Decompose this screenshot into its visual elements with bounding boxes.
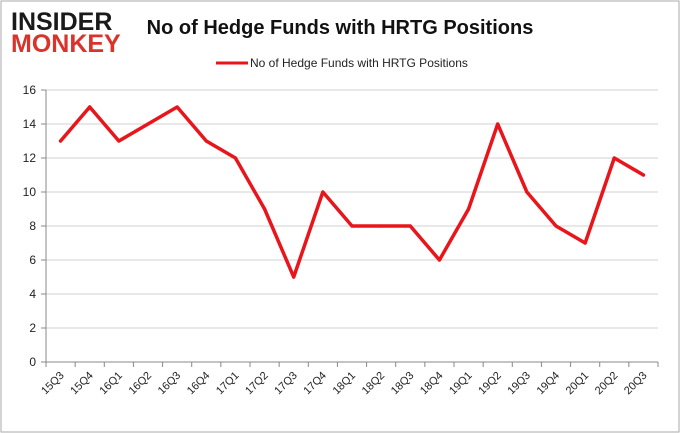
x-tick-label: 15Q3 [39, 370, 67, 398]
y-tick-label: 4 [29, 287, 36, 301]
y-tick-label: 10 [23, 185, 37, 199]
x-tick-label: 15Q4 [68, 370, 96, 398]
x-tick-label: 17Q4 [301, 370, 329, 398]
data-point [146, 122, 150, 126]
data-point [583, 241, 587, 245]
data-point [379, 224, 383, 228]
data-point [58, 139, 63, 143]
data-point [641, 173, 646, 177]
data-point [262, 207, 267, 211]
data-point [554, 224, 558, 228]
x-tick-label: 18Q4 [418, 370, 446, 398]
data-point [525, 190, 529, 194]
y-axis-ticks: 0 2 4 6 8 10 12 14 16 [23, 83, 37, 369]
y-tick-label: 12 [23, 151, 37, 165]
data-point [117, 139, 121, 143]
data-point [408, 224, 412, 228]
data-point [233, 156, 238, 160]
x-tick-label: 19Q4 [535, 370, 563, 398]
y-tick-label: 8 [29, 219, 36, 233]
x-axis-ticks: 15Q3 15Q4 16Q1 16Q2 16Q3 16Q4 17Q1 17Q2 17Q3 17Q4… [39, 370, 649, 398]
x-tick-label: 20Q3 [622, 370, 650, 398]
y-tick-label: 14 [23, 117, 37, 131]
x-tick-label: 16Q2 [127, 370, 155, 398]
chart-title: No of Hedge Funds with HRTG Positions [147, 17, 534, 39]
data-point [204, 139, 208, 143]
data-point [88, 105, 92, 109]
x-tick-label: 16Q4 [185, 370, 213, 398]
data-point [175, 105, 179, 109]
y-tick-label: 2 [29, 321, 36, 335]
x-tick-label: 20Q1 [564, 370, 592, 398]
data-point [612, 156, 616, 160]
x-tick-label: 18Q2 [360, 370, 388, 398]
chart-legend: No of Hedge Funds with HRTG Positions [216, 56, 468, 70]
data-point [466, 207, 471, 211]
data-point [437, 258, 442, 262]
x-tick-label: 17Q1 [214, 370, 242, 398]
data-point [292, 275, 296, 279]
legend-label: No of Hedge Funds with HRTG Positions [250, 56, 468, 70]
x-tick-label: 19Q1 [447, 370, 475, 398]
x-tick-label: 19Q2 [476, 370, 504, 398]
x-tick-label: 16Q1 [97, 370, 125, 398]
x-tick-label: 17Q2 [243, 370, 271, 398]
data-point [496, 122, 500, 126]
logo-line2: MONKEY [11, 30, 121, 58]
logo-line1: INSIDER [11, 8, 112, 36]
x-tick-label: 19Q3 [505, 370, 533, 398]
y-tick-label: 6 [29, 253, 36, 267]
x-tick-label: 20Q2 [593, 370, 621, 398]
data-point [350, 224, 354, 228]
x-tick-label: 17Q3 [272, 370, 300, 398]
series-layer [58, 105, 646, 279]
x-tick-label: 18Q1 [331, 370, 359, 398]
x-tick-label: 16Q3 [156, 370, 184, 398]
x-tick-label: 18Q3 [389, 370, 417, 398]
y-tick-label: 16 [23, 83, 37, 97]
y-tick-label: 0 [29, 355, 36, 369]
data-point [321, 190, 325, 194]
insider-monkey-logo: INSIDER MONKEY [11, 8, 121, 58]
